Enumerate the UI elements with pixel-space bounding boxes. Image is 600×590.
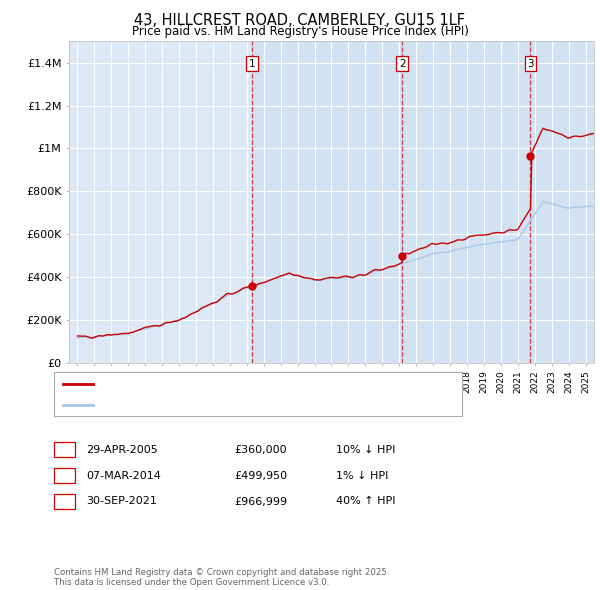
- Text: 2: 2: [399, 59, 406, 69]
- Text: Contains HM Land Registry data © Crown copyright and database right 2025.
This d: Contains HM Land Registry data © Crown c…: [54, 568, 389, 587]
- Text: 43, HILLCREST ROAD, CAMBERLEY, GU15 1LF (detached house): 43, HILLCREST ROAD, CAMBERLEY, GU15 1LF …: [99, 379, 416, 389]
- Text: 10% ↓ HPI: 10% ↓ HPI: [336, 445, 395, 454]
- Text: 1: 1: [249, 59, 256, 69]
- Text: 3: 3: [61, 497, 68, 506]
- Text: £966,999: £966,999: [234, 497, 287, 506]
- Text: Price paid vs. HM Land Registry's House Price Index (HPI): Price paid vs. HM Land Registry's House …: [131, 25, 469, 38]
- Text: 1: 1: [61, 445, 68, 454]
- Text: 40% ↑ HPI: 40% ↑ HPI: [336, 497, 395, 506]
- Text: 2: 2: [61, 471, 68, 480]
- Text: 1% ↓ HPI: 1% ↓ HPI: [336, 471, 388, 480]
- Text: 29-APR-2005: 29-APR-2005: [86, 445, 158, 454]
- Text: 07-MAR-2014: 07-MAR-2014: [86, 471, 161, 480]
- Text: 30-SEP-2021: 30-SEP-2021: [86, 497, 157, 506]
- Bar: [253, 41, 402, 363]
- Text: HPI: Average price, detached house, Surrey Heath: HPI: Average price, detached house, Surr…: [99, 400, 349, 410]
- Text: 3: 3: [527, 59, 534, 69]
- Bar: [530, 41, 594, 363]
- Text: £499,950: £499,950: [234, 471, 287, 480]
- Text: £360,000: £360,000: [234, 445, 287, 454]
- Text: 43, HILLCREST ROAD, CAMBERLEY, GU15 1LF: 43, HILLCREST ROAD, CAMBERLEY, GU15 1LF: [134, 13, 466, 28]
- Bar: [402, 41, 530, 363]
